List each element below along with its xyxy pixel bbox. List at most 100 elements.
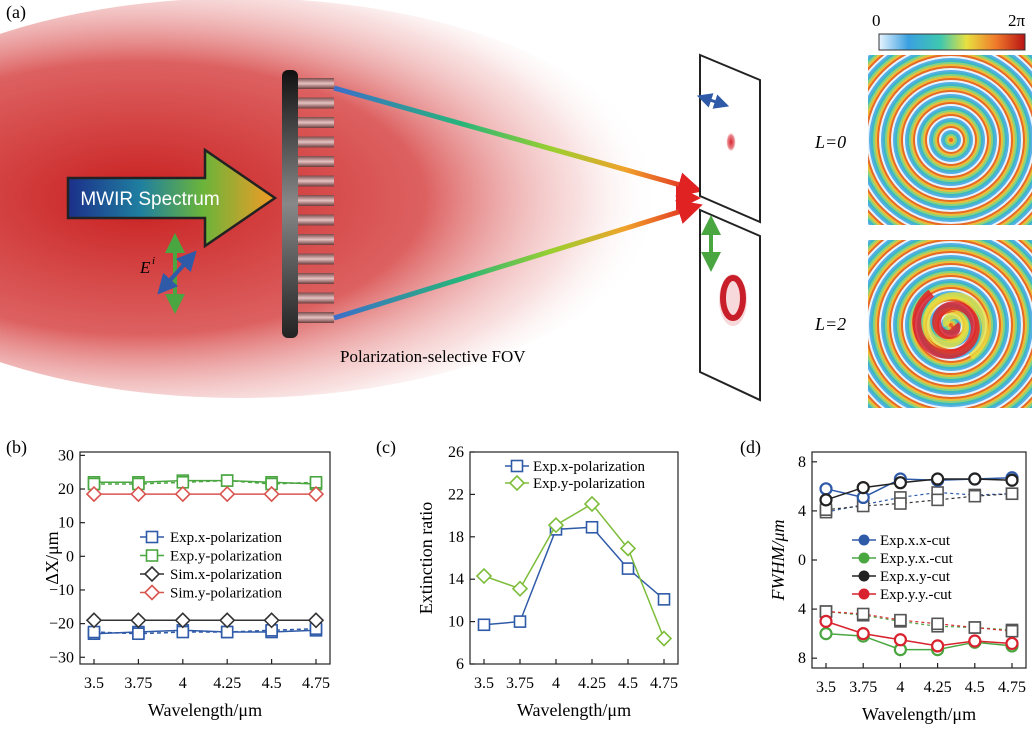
y-tick-label: 10 bbox=[448, 614, 464, 631]
spiral-arm bbox=[923, 292, 989, 360]
legend-label: Exp.y-polarization bbox=[170, 549, 283, 565]
metasurface-device bbox=[282, 70, 334, 338]
data-point bbox=[930, 472, 945, 486]
phase-ring bbox=[949, 138, 953, 142]
data-point bbox=[130, 485, 147, 503]
series-line bbox=[483, 526, 665, 626]
x-tick-label: 4 bbox=[896, 679, 904, 696]
legend-marker bbox=[858, 552, 870, 564]
beam-top bbox=[333, 85, 703, 197]
legend-marker bbox=[510, 459, 524, 473]
phase-colorbar: 0 2π bbox=[872, 11, 1026, 51]
x-tick-label: 4.75 bbox=[998, 679, 1026, 696]
sim-data-point bbox=[856, 607, 870, 621]
x-tick-label: 3.75 bbox=[849, 679, 877, 696]
panel-c-chart: (c) 26 22 18 14 10 6 3.5 3.75 4 4.25 4.5 4.75 Wavelen… bbox=[376, 437, 679, 720]
x-polarization-arrow-icon bbox=[157, 250, 197, 295]
metasurface-pillar bbox=[298, 273, 334, 284]
x-axis-label: Wavelength/μm bbox=[517, 700, 631, 720]
metasurface-pillar bbox=[298, 234, 334, 245]
legend-label: Exp.y.y.-cut bbox=[880, 587, 953, 603]
x-axis-label: Wavelength/μm bbox=[148, 700, 262, 720]
data-point bbox=[1005, 473, 1019, 487]
y-tick-label: −20 bbox=[49, 616, 74, 633]
sim-data-point bbox=[1005, 624, 1019, 638]
legend-marker bbox=[508, 474, 526, 492]
metasurface-pillar bbox=[298, 195, 334, 206]
data-point bbox=[619, 540, 637, 557]
series-line bbox=[93, 627, 317, 635]
legend-label: Sim.y-polarization bbox=[170, 586, 283, 602]
y-tick-label: 18 bbox=[448, 529, 464, 546]
y-tick-label: 14 bbox=[448, 571, 464, 588]
data-point bbox=[819, 614, 833, 628]
y-tick-label: 30 bbox=[58, 447, 74, 464]
data-point bbox=[819, 627, 833, 641]
metasurface-pillar bbox=[298, 175, 334, 187]
plot-frame bbox=[79, 451, 331, 665]
x-tick-label: 4.75 bbox=[650, 675, 678, 692]
legend-label: Exp.x-polarization bbox=[533, 459, 646, 475]
x-tick-label: 4.25 bbox=[578, 675, 606, 692]
focal-spot-x bbox=[726, 132, 736, 152]
series-line bbox=[825, 620, 1013, 647]
data-point bbox=[893, 633, 908, 647]
data-point bbox=[583, 495, 601, 513]
x-axis-label: Wavelength/μm bbox=[862, 704, 976, 724]
x-tick-label: 4.25 bbox=[213, 675, 241, 692]
x-tick-label: 3.5 bbox=[816, 679, 836, 696]
y-tick-label: 4 bbox=[798, 601, 806, 618]
data-point bbox=[1005, 636, 1019, 651]
data-point bbox=[307, 612, 325, 629]
legend-label: Exp.x.x-cut bbox=[880, 533, 951, 549]
plot-frame bbox=[469, 451, 679, 665]
sim-data-point bbox=[931, 617, 944, 631]
metasurface-pillar bbox=[298, 312, 334, 323]
e-field-indicator: E i bbox=[139, 233, 197, 314]
sim-data-point bbox=[931, 493, 944, 507]
data-point bbox=[819, 493, 833, 507]
x-tick-label: 4 bbox=[552, 675, 560, 692]
data-point bbox=[513, 615, 527, 628]
panel-label: (d) bbox=[740, 437, 761, 458]
data-point bbox=[819, 482, 833, 496]
legend-marker bbox=[145, 530, 159, 544]
l2-label: L=2 bbox=[814, 314, 846, 334]
x-tick-label: 3.5 bbox=[474, 675, 494, 692]
legend-label: Sim.x-polarization bbox=[170, 567, 283, 583]
data-point bbox=[930, 639, 945, 653]
data-point bbox=[220, 474, 234, 487]
legend-marker bbox=[145, 549, 159, 562]
y-axis-label: ΔX/μm bbox=[42, 531, 62, 584]
x-tick-label: 3.75 bbox=[506, 675, 534, 692]
data-point bbox=[263, 485, 280, 503]
legend-label: Exp.y.x.-cut bbox=[880, 551, 954, 567]
x-tick-label: 3.5 bbox=[84, 675, 104, 692]
y-tick-label: 20 bbox=[58, 481, 74, 498]
sim-series-line bbox=[825, 493, 1013, 511]
e-field-label: E bbox=[139, 258, 151, 277]
e-field-sup: i bbox=[152, 255, 155, 267]
y-tick-label: 6 bbox=[456, 656, 464, 673]
mwir-arrow-label: MWIR Spectrum bbox=[80, 189, 219, 210]
y-tick-label: 22 bbox=[448, 486, 464, 503]
data-point bbox=[585, 520, 599, 534]
x-tick-label: 4.5 bbox=[262, 675, 282, 692]
series-line bbox=[93, 629, 317, 635]
data-point bbox=[475, 567, 493, 585]
focal-plane-y bbox=[699, 208, 761, 402]
data-point bbox=[219, 612, 236, 629]
data-point bbox=[307, 485, 325, 503]
x-tick-label: 3.75 bbox=[124, 675, 152, 692]
legend-label: Exp.x.y-cut bbox=[880, 569, 951, 585]
sim-data-point bbox=[894, 613, 907, 627]
x-tick-label: 4 bbox=[179, 675, 187, 692]
fov-label: Polarization-selective FOV bbox=[340, 347, 526, 366]
metasurface-pillar bbox=[298, 117, 334, 128]
metasurface-pillar bbox=[298, 78, 334, 89]
y-tick-label: 4 bbox=[798, 503, 806, 520]
y-axis-label: Extinction ratio bbox=[416, 502, 436, 614]
focal-plane-x bbox=[696, 53, 761, 224]
metasurface-pillar bbox=[298, 156, 334, 167]
metasurface-pillar bbox=[298, 253, 334, 265]
